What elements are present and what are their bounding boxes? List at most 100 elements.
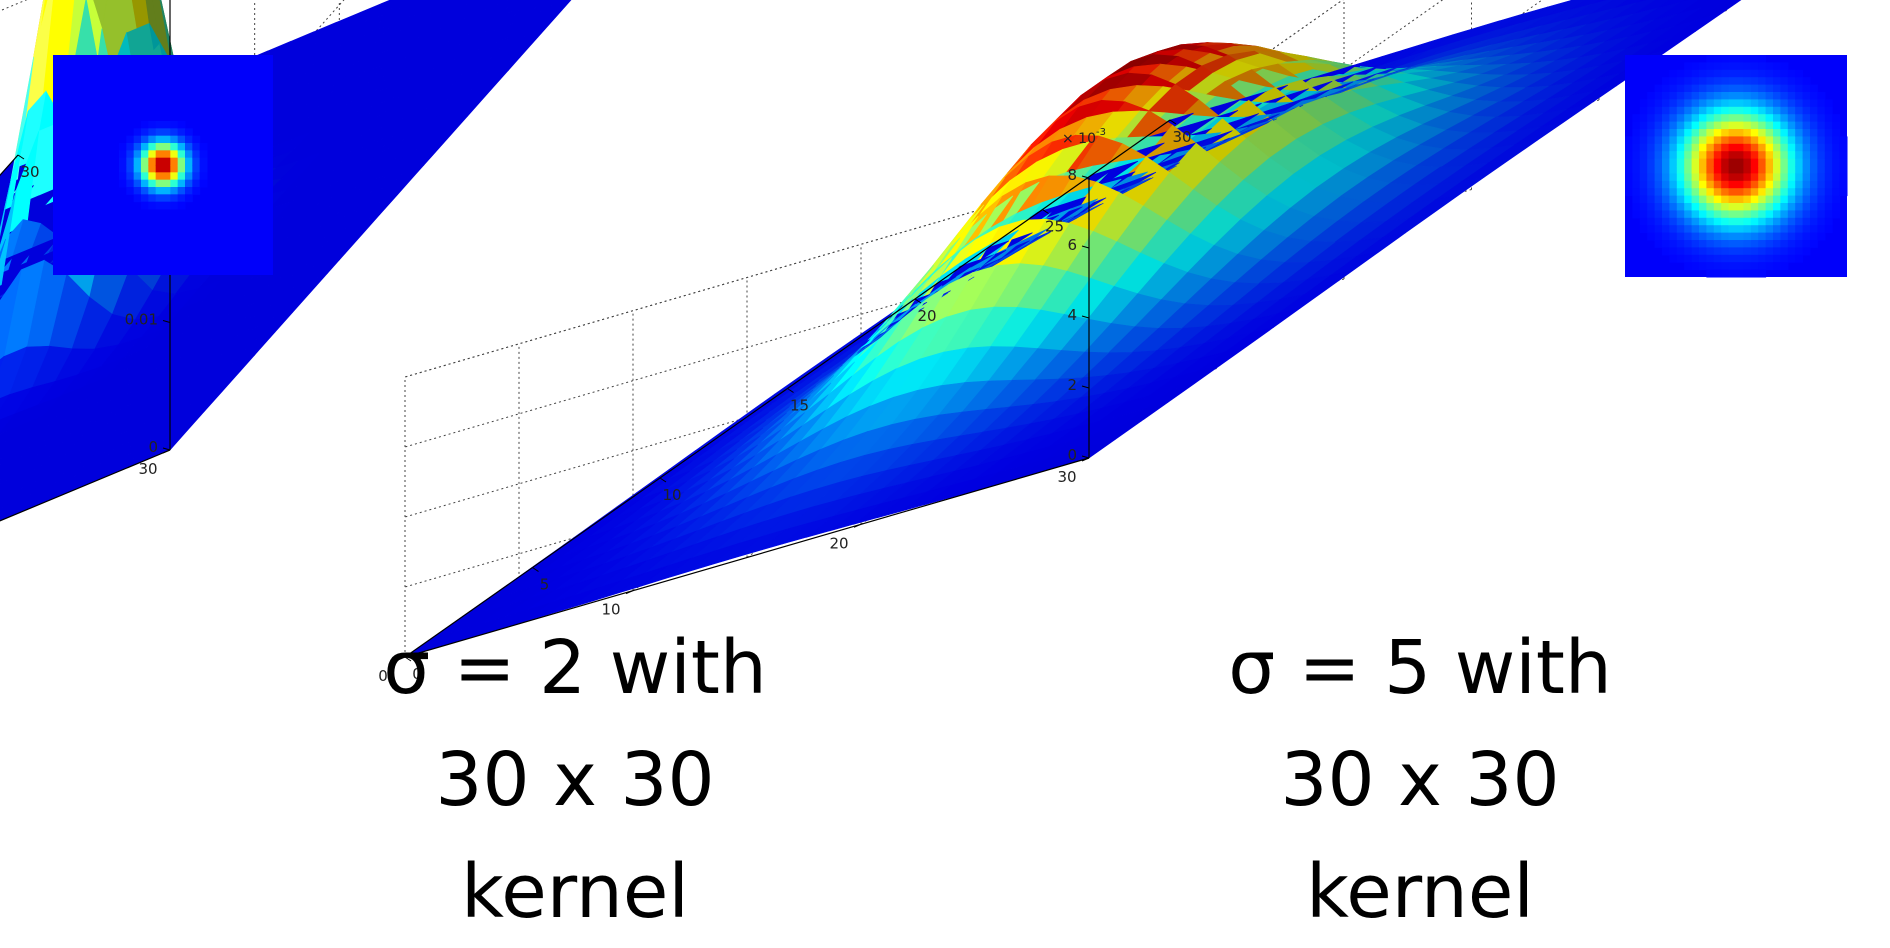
inset-cell <box>1662 159 1670 167</box>
inset-cell <box>1766 181 1774 189</box>
caption-line-2: 30 x 30 <box>225 724 925 836</box>
inset-cell <box>1714 136 1722 144</box>
inset-cell <box>1684 144 1692 152</box>
inset-cell <box>141 172 149 180</box>
caption-sigma-5: σ = 5 with 30 x 30 kernel <box>1070 612 1770 948</box>
inset-cell <box>1743 77 1751 85</box>
inset-cell <box>1655 122 1663 130</box>
inset-cell <box>1795 188 1803 196</box>
inset-cell <box>1773 210 1781 218</box>
inset-cell <box>1751 225 1759 233</box>
inset-cell <box>1706 77 1714 85</box>
inset-cell <box>185 128 193 136</box>
inset-cell <box>170 128 178 136</box>
inset-cell <box>1803 203 1811 211</box>
inset-cell <box>1803 225 1811 233</box>
inset-cell <box>1647 99 1655 107</box>
inset-cell <box>1684 159 1692 167</box>
inset-cell <box>1840 173 1848 181</box>
inset-cell <box>1743 151 1751 159</box>
inset-cell <box>1640 144 1648 152</box>
inset-cell <box>1832 181 1840 189</box>
inset-cell <box>178 202 186 210</box>
inset-cell <box>1840 188 1848 196</box>
inset-cell <box>1788 181 1796 189</box>
inset-cell <box>1736 181 1744 189</box>
inset-cell <box>1825 225 1833 233</box>
inset-cell <box>1788 247 1796 255</box>
inset-cell <box>1817 159 1825 167</box>
inset-cell <box>156 187 164 195</box>
inset-cell <box>1669 181 1677 189</box>
inset-cell <box>1773 196 1781 204</box>
inset-cell <box>1662 188 1670 196</box>
inset-cell <box>1788 203 1796 211</box>
z-tick-label: 6 <box>1067 236 1077 254</box>
inset-cell <box>1766 203 1774 211</box>
inset-cell <box>1758 233 1766 241</box>
inset-cell <box>200 165 208 173</box>
inset-cell <box>1803 196 1811 204</box>
inset-cell <box>1795 247 1803 255</box>
inset-cell <box>1632 151 1640 159</box>
inset-cell <box>178 158 186 166</box>
inset-cell <box>1692 151 1700 159</box>
inset-cell <box>1669 247 1677 255</box>
inset-cell <box>156 165 164 173</box>
z-tick-label: 0.01 <box>125 311 158 329</box>
inset-cell <box>1684 196 1692 204</box>
inset-cell <box>1758 262 1766 270</box>
inset-cell <box>1758 173 1766 181</box>
inset-cell <box>1655 196 1663 204</box>
inset-cell <box>1736 70 1744 78</box>
inset-cell <box>1721 203 1729 211</box>
inset-cell <box>1625 181 1633 189</box>
inset-cell <box>1729 99 1737 107</box>
inset-cell <box>1662 144 1670 152</box>
inset-cell <box>170 202 178 210</box>
inset-cell <box>1677 166 1685 174</box>
inset-cell <box>1669 159 1677 167</box>
inset-cell <box>1714 218 1722 226</box>
inset-cell <box>185 158 193 166</box>
inset-cell <box>1751 77 1759 85</box>
inset-cell <box>1773 262 1781 270</box>
inset-cell <box>1699 255 1707 263</box>
inset-cell <box>1780 70 1788 78</box>
inset-cell <box>1766 196 1774 204</box>
inset-cell <box>1706 136 1714 144</box>
inset-cell <box>163 187 171 195</box>
inset-cell <box>1729 92 1737 100</box>
inset-cell <box>1647 136 1655 144</box>
inset-cell <box>1780 122 1788 130</box>
x-tick-label: 25 <box>1045 218 1064 236</box>
inset-cell <box>1714 173 1722 181</box>
inset-cell <box>1743 70 1751 78</box>
inset-cell <box>1640 159 1648 167</box>
inset-cell <box>1669 173 1677 181</box>
inset-cell <box>1684 218 1692 226</box>
inset-cell <box>1788 107 1796 115</box>
inset-cell <box>1736 107 1744 115</box>
inset-cell <box>1780 159 1788 167</box>
inset-cell <box>1714 270 1722 278</box>
inset-cell <box>1817 218 1825 226</box>
inset-cell <box>170 180 178 188</box>
inset-cell <box>1662 136 1670 144</box>
inset-cell <box>1766 114 1774 122</box>
inset-cell <box>1677 92 1685 100</box>
inset-cell <box>1662 99 1670 107</box>
inset-cell <box>1810 136 1818 144</box>
inset-cell <box>178 194 186 202</box>
inset-cell <box>1669 255 1677 263</box>
inset-cell <box>1758 129 1766 137</box>
inset-cell <box>156 121 164 129</box>
inset-cell <box>1721 85 1729 93</box>
inset-cell <box>1640 218 1648 226</box>
inset-cell <box>1810 233 1818 241</box>
inset-cell <box>1669 114 1677 122</box>
x-tick-label: 10 <box>662 486 681 504</box>
inset-cell <box>200 143 208 151</box>
inset-cell <box>1795 233 1803 241</box>
inset-cell <box>1736 122 1744 130</box>
